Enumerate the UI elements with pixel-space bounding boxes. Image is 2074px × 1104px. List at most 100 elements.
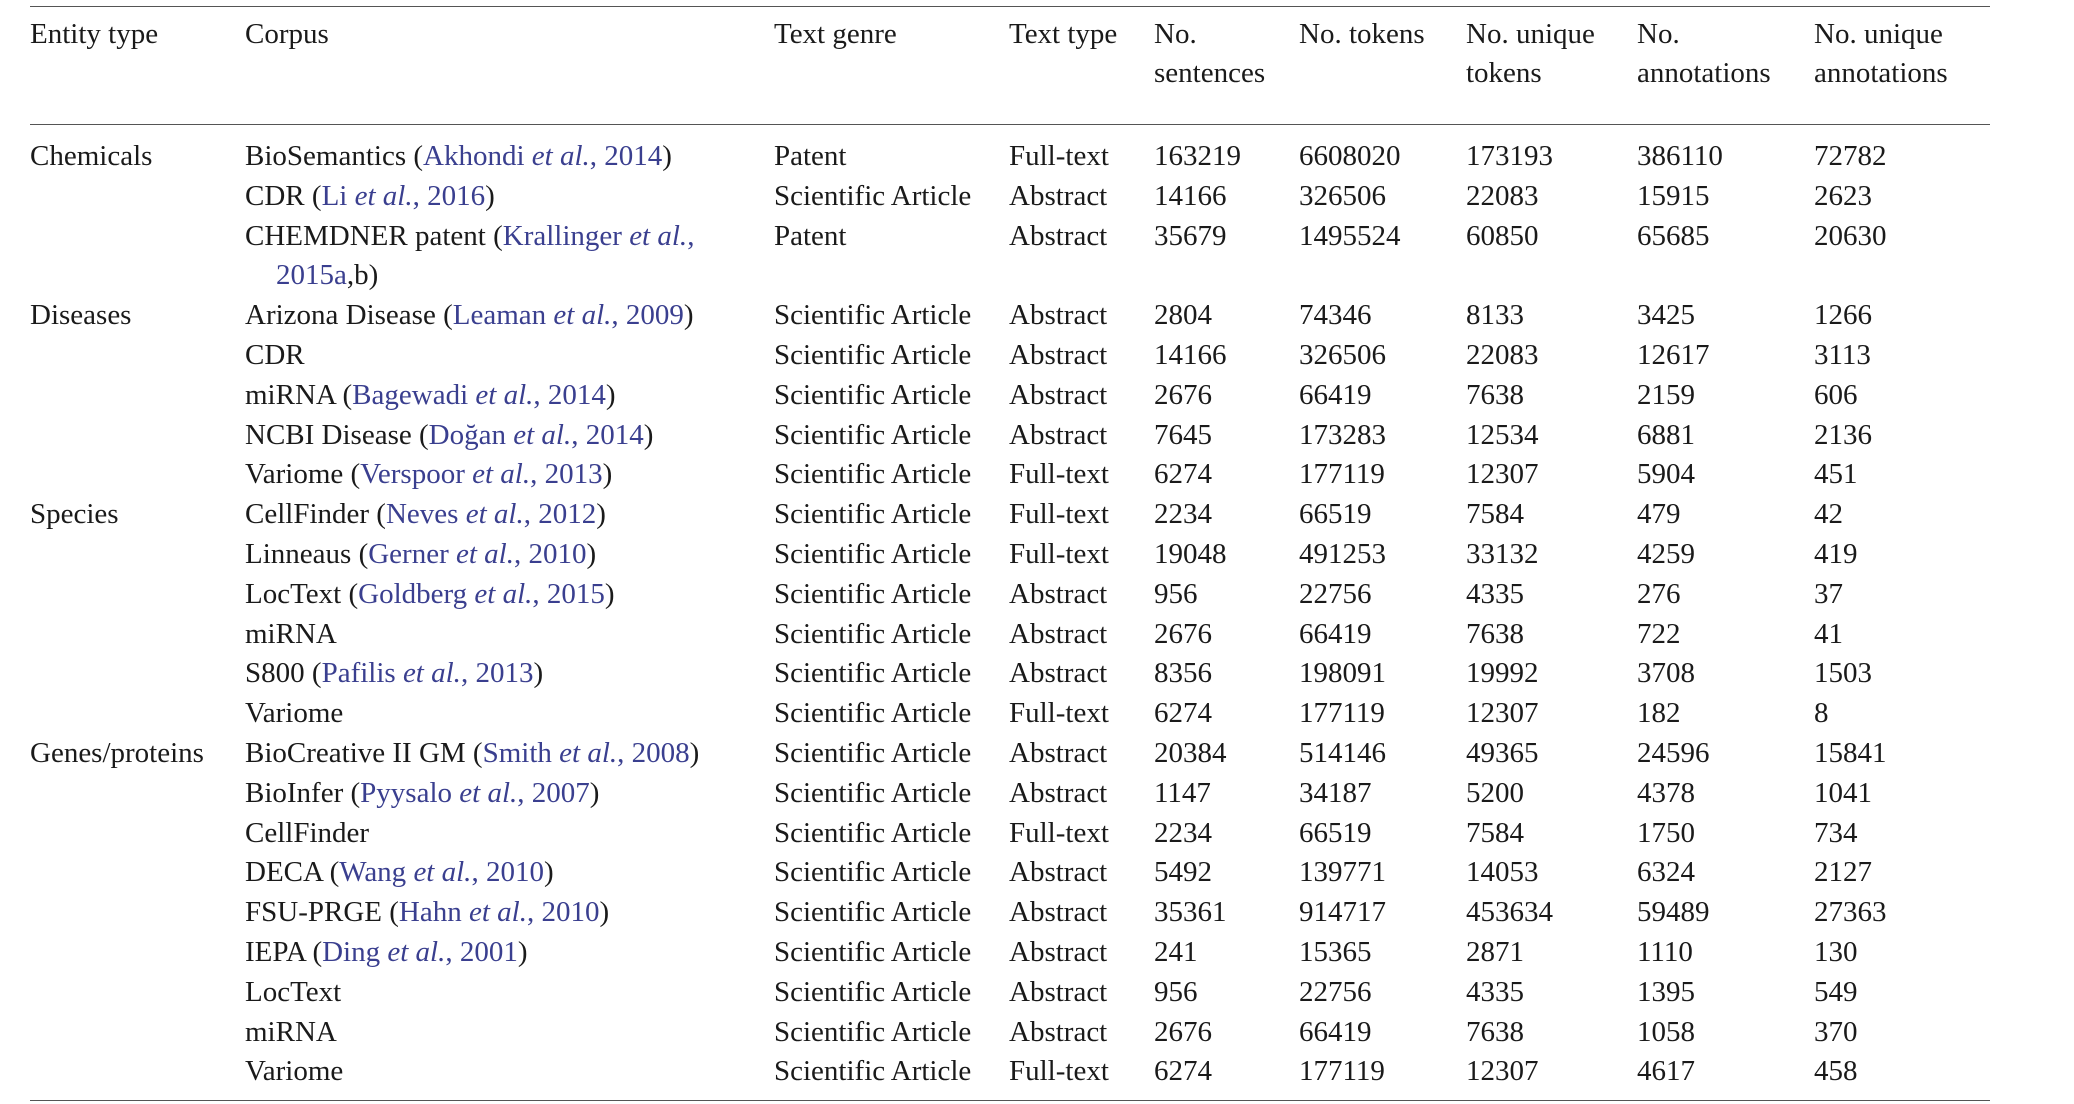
cell-text-type: Abstract [1009,736,1108,769]
citation-link[interactable]: Pafilis et al., 2013 [321,657,534,690]
cell-entity-type [30,694,245,734]
citation-link[interactable]: Doğan et al., 2014 [428,418,644,451]
citation-year: 2014 [547,378,606,411]
cell-corpus: Arizona Disease (Leaman et al., 2009) [245,296,774,336]
cell-unique-tokens: 12307 [1466,697,1539,730]
header-no-annotations-line2: annotations [1637,57,1771,89]
cell-entity-type [30,177,245,217]
cell-corpus: miRNA [245,1013,774,1053]
cell-entity-type [30,575,245,615]
cell-text-genre: Scientific Article [774,657,972,690]
header-no-unique-annotations-line1: No. unique [1814,18,1943,50]
cell-unique-annotations: 72782 [1814,140,1887,172]
cell-unique-tokens: 60850 [1466,219,1539,252]
citation-etal: et al. [465,498,524,531]
cell-corpus: LocText [245,973,774,1013]
cell-tokens: 177119 [1299,697,1385,730]
cell-text-genre: Scientific Article [774,617,972,650]
citation-link[interactable]: Leaman et al., 2009 [452,299,684,332]
citation-author: Leaman [452,299,547,332]
citation-year: 2012 [538,498,597,531]
cell-annotations: 1395 [1637,975,1695,1008]
citation-etal: et al. [459,776,518,809]
cell-entity-type [30,1052,245,1100]
cell-text-type: Abstract [1009,776,1108,809]
cell-unique-tokens: 2871 [1466,935,1524,968]
cell-tokens: 66419 [1299,617,1372,650]
cell-entity-type [30,336,245,376]
cell-sentences: 6274 [1154,458,1212,491]
table-row: miRNA (Bagewadi et al., 2014) Scientific … [30,376,1990,416]
corpus-entry: LocText [245,973,774,1013]
cell-sentences: 19048 [1154,537,1227,570]
table-row: IEPA (Ding et al., 2001) Scientific Artic… [30,933,1990,973]
citation-link[interactable]: Ding et al., 2001 [322,935,518,968]
citation-link[interactable]: Akhondi et al., 2014 [423,140,663,172]
citation-link[interactable]: Hahn et al., 2010 [398,896,600,929]
citation-author: Wang [339,856,407,889]
cell-annotations: 722 [1637,617,1681,650]
cell-sentences: 2234 [1154,498,1212,531]
cell-unique-annotations: 20630 [1814,219,1887,252]
cell-entity-type: Genes/proteins [30,736,204,769]
citation-link[interactable]: Goldberg et al., 2015 [358,577,605,610]
citation-author: Neves [385,498,459,531]
cell-text-genre: Scientific Article [774,776,972,809]
cell-unique-tokens: 173193 [1466,140,1553,172]
citation-year: 2015a [276,259,347,292]
table-row: miRNA Scientific Article Abstract 2676 66419… [30,1013,1990,1053]
citation-year: 2010 [485,856,544,889]
corpus-entry: CellFinder (Neves et al., 2012) [245,498,606,531]
citation-link[interactable]: Neves et al., 2012 [385,498,597,531]
cell-unique-tokens: 19992 [1466,657,1539,690]
cell-tokens: 177119 [1299,458,1385,491]
cell-unique-annotations: 606 [1814,378,1858,411]
corpus-name: Variome [245,697,344,730]
header-no-annotations-line1: No. [1637,18,1680,50]
citation-link[interactable]: Wang et al., 2010 [339,856,544,889]
header-text-genre: Text genre [774,18,897,50]
cell-text-genre: Scientific Article [774,816,972,849]
citation-etal: et al. [472,458,531,491]
cell-text-type: Full-text [1009,458,1109,491]
corpus-entry: CHEMDNER patent (Krallinger et al., 2015… [245,219,695,292]
corpus-entry: BioCreative II GM (Smith et al., 2008) [245,736,700,769]
cell-tokens: 66419 [1299,378,1372,411]
citation-link[interactable]: Gerner et al., 2010 [368,537,587,570]
corpus-entry: CDR [245,336,774,376]
corpus-name: S800 [245,657,305,690]
corpus-entry: CellFinder [245,814,774,854]
cell-text-genre: Scientific Article [774,458,972,491]
corpus-name: BioInfer [245,776,344,809]
citation-link[interactable]: Pyysalo et al., 2007 [360,776,590,809]
cell-unique-annotations: 3113 [1814,338,1871,371]
citation-link[interactable]: Verspoor et al., 2013 [360,458,603,491]
header-no-unique-tokens-line1: No. unique [1466,18,1595,50]
cell-sentences: 956 [1154,577,1198,610]
cell-corpus: Variome [245,1052,774,1100]
cell-sentences: 6274 [1154,697,1212,730]
cell-annotations: 15915 [1637,179,1710,212]
cell-text-type: Full-text [1009,697,1109,730]
cell-unique-annotations: 549 [1814,975,1858,1008]
header-no-unique-tokens: No. unique tokens [1466,7,1637,124]
cell-tokens: 491253 [1299,537,1386,570]
cell-unique-tokens: 7638 [1466,378,1524,411]
corpus-name: Arizona Disease [245,299,436,332]
cell-unique-annotations: 419 [1814,537,1858,570]
cell-entity-type [30,535,245,575]
cell-annotations: 6881 [1637,418,1695,451]
citation-link[interactable]: Bagewadi et al., 2014 [352,378,606,411]
cell-corpus: CDR [245,336,774,376]
corpus-name: BioCreative II GM [245,736,466,769]
corpus-name: miRNA [245,378,336,411]
table-row: FSU-PRGE (Hahn et al., 2010) Scientific A… [30,893,1990,933]
citation-link[interactable]: Li et al., 2016 [321,179,486,212]
citation-link[interactable]: Krallinger et al., 2015a [276,219,695,292]
cell-text-type: Abstract [1009,975,1108,1008]
citation-year: 2013 [475,657,534,690]
citation-link[interactable]: Smith et al., 2008 [482,736,690,769]
citation-year: 2009 [625,299,684,332]
citation-year: 2013 [544,458,603,491]
cell-annotations: 4617 [1637,1055,1695,1088]
